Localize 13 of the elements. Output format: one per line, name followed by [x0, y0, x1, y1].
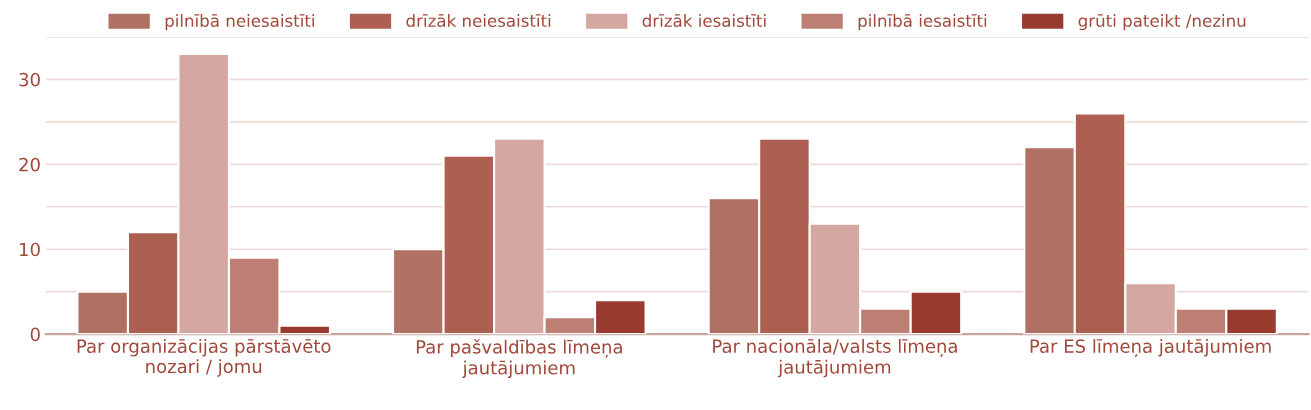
x-tick-label: Par organizācijas pārstāvēto nozari / jomu [77, 339, 331, 377]
y-tick-label: 10 [20, 242, 40, 257]
x-tick-label: Par nacionāla/valsts līmeņa jautājumiem [713, 339, 957, 378]
y-tick-label: 20 [19, 157, 40, 172]
x-tick-label: Par ES līmeņa jautājumiem [1030, 339, 1271, 358]
legend-label: drīzāk neiesaistīti [406, 14, 551, 27]
y-tick-label: 30 [19, 72, 40, 87]
x-tick-label: Par pašvaldības līmeņa jautājumiem [416, 339, 622, 379]
legend-label: pilnībā iesaistīti [858, 14, 987, 31]
legend-label: grūti pateikt /nezinu [1078, 14, 1246, 31]
legend-label: drīzāk iesaistīti [642, 14, 766, 27]
legend-label: pilnībā neiesaistīti [165, 14, 314, 31]
y-tick-label: 0 [30, 327, 40, 342]
